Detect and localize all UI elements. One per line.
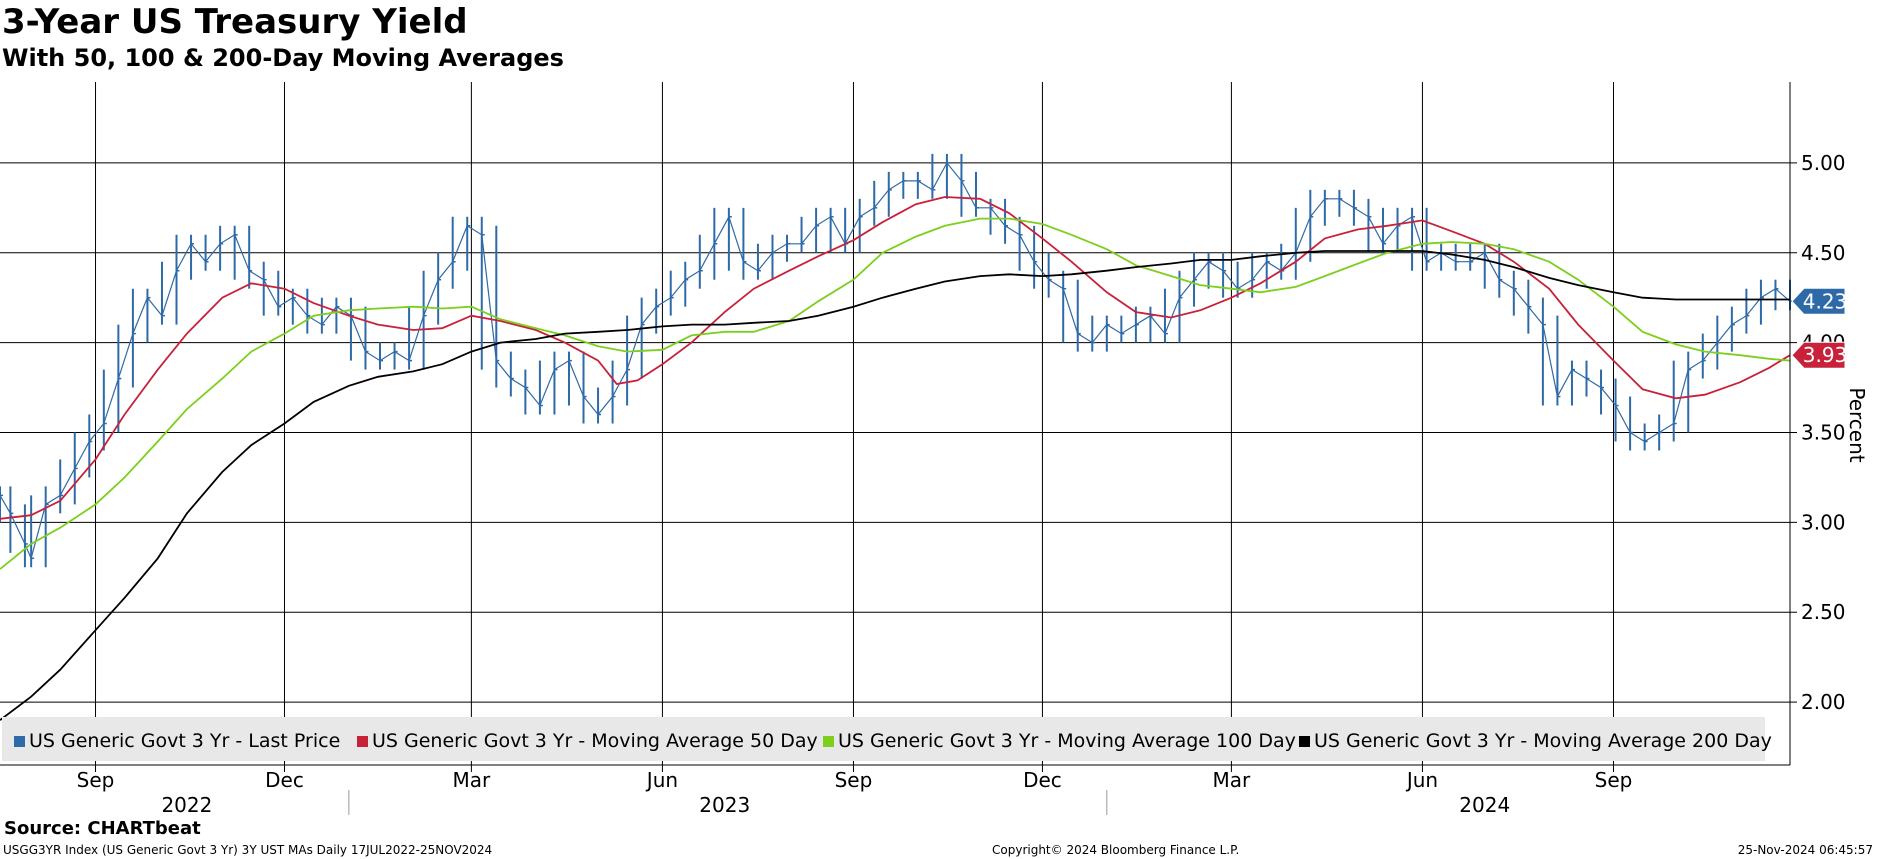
series-lines	[0, 153, 1793, 721]
gridlines	[0, 82, 1790, 765]
badge-shape	[1791, 287, 1846, 315]
last-value-badge: 3.93	[1791, 341, 1848, 369]
x-year-label: 2024	[1459, 793, 1510, 817]
legend: US Generic Govt 3 Yr - Last Price US Gene…	[2, 717, 1772, 761]
x-tick-label: Jun	[645, 768, 678, 792]
x-tick-label: Mar	[453, 768, 492, 792]
footer-index-info: USGG3YR Index (US Generic Govt 3 Yr) 3Y …	[3, 843, 493, 857]
x-tick-label: Jun	[1405, 768, 1438, 792]
x-tick-label: Sep	[835, 768, 873, 792]
footer-copyright: Copyright© 2024 Bloomberg Finance L.P.	[992, 843, 1240, 857]
footer-timestamp: 25-Nov-2024 06:45:57	[1737, 843, 1873, 857]
legend-entry: US Generic Govt 3 Yr - Moving Average 50…	[372, 730, 818, 752]
x-tick-label: Sep	[1595, 768, 1633, 792]
x-tick-label: Dec	[265, 768, 304, 792]
chart-title: 3-Year US Treasury Yield	[2, 2, 468, 42]
ma200-line	[0, 250, 1790, 721]
x-tick-label: Sep	[77, 768, 115, 792]
legend-entry: US Generic Govt 3 Yr - Moving Average 20…	[1314, 730, 1772, 752]
y-axis-label: Percent	[1845, 387, 1869, 462]
axes: 2.002.503.003.504.004.505.00SepDecMarJun…	[0, 82, 1846, 817]
legend-swatch	[357, 736, 368, 747]
y-tick-label: 4.50	[1801, 241, 1846, 265]
legend-entry: US Generic Govt 3 Yr - Moving Average 10…	[838, 730, 1296, 752]
last-value-badge: 4.23	[1791, 287, 1848, 315]
x-year-label: 2022	[161, 793, 212, 817]
badge-value: 4.23	[1803, 289, 1848, 313]
y-tick-label: 5.00	[1801, 151, 1846, 175]
y-tick-label: 3.00	[1801, 510, 1846, 534]
y-tick-label: 3.50	[1801, 420, 1846, 444]
chart-subtitle: With 50, 100 & 200-Day Moving Averages	[2, 44, 564, 72]
price-line	[0, 161, 1791, 561]
legend-swatch	[1299, 736, 1310, 747]
x-tick-label: Mar	[1213, 768, 1252, 792]
legend-swatch	[14, 736, 25, 747]
x-year-label: 2023	[699, 793, 750, 817]
x-tick-label: Dec	[1023, 768, 1062, 792]
y-tick-label: 2.00	[1801, 690, 1846, 714]
last-value-badges: 4.23 3.93	[1791, 287, 1848, 369]
badge-shape	[1791, 341, 1846, 369]
source-note: Source: CHARTbeat	[4, 818, 201, 839]
ma50-line	[0, 196, 1791, 520]
legend-background	[2, 717, 1765, 761]
legend-entry: US Generic Govt 3 Yr - Last Price	[29, 730, 340, 752]
legend-swatch	[823, 736, 834, 747]
y-tick-label: 2.50	[1801, 600, 1846, 624]
ma100-line	[0, 217, 1791, 570]
badge-value: 3.93	[1803, 343, 1848, 367]
